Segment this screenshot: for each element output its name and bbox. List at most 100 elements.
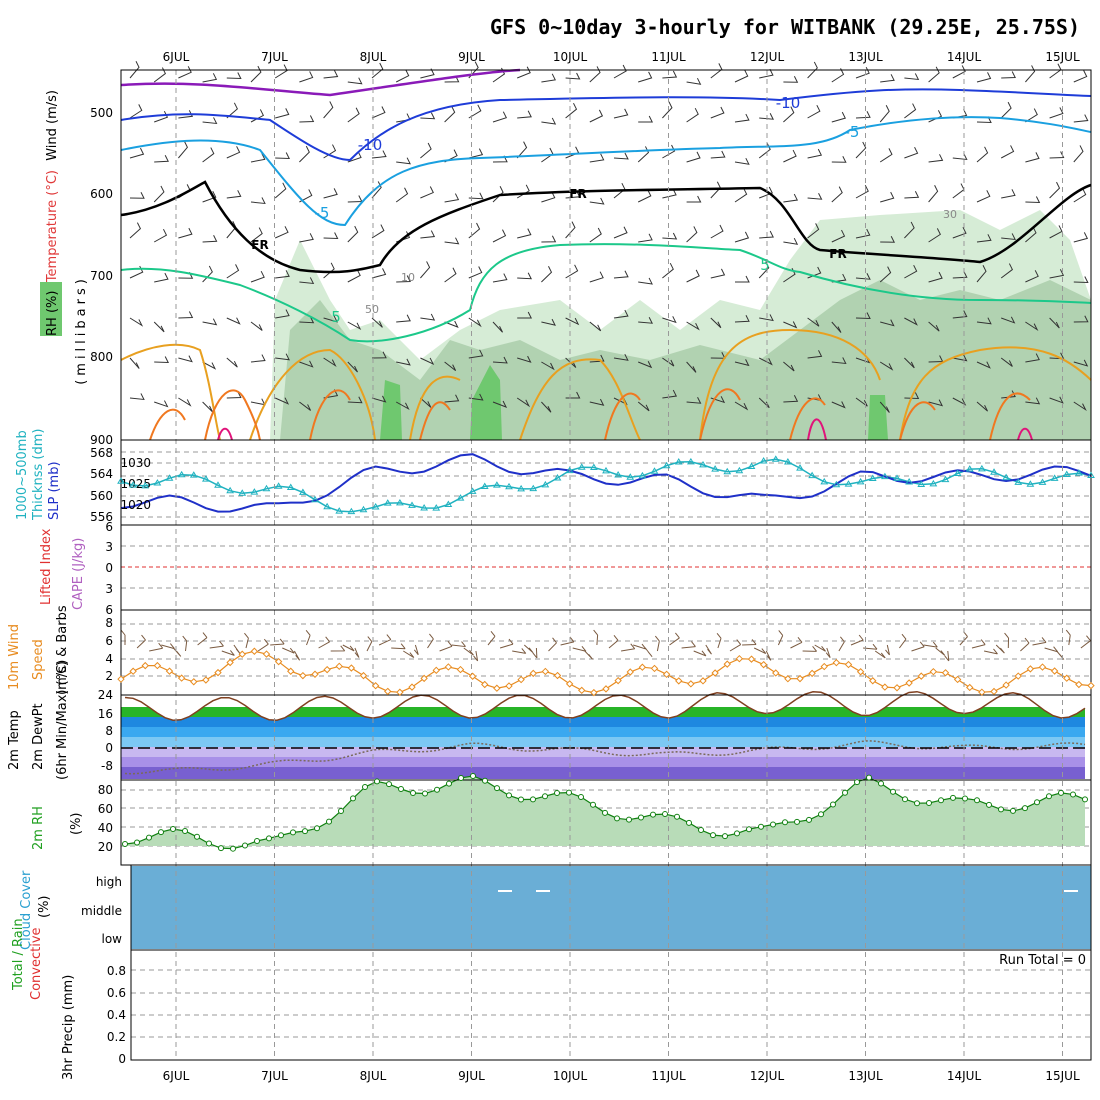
thickness-marker	[759, 457, 768, 464]
upper-wind-barb	[1073, 401, 1087, 412]
rh2m-marker	[422, 790, 428, 797]
thickness-marker	[856, 477, 865, 485]
wind10m-axis-label: Speed	[31, 639, 46, 680]
rh2m-marker	[1058, 789, 1064, 796]
wind-barb	[825, 647, 831, 659]
cloud-cover-fill	[131, 866, 1091, 949]
thickness-marker	[1038, 478, 1047, 485]
precip-tick: 0.6	[107, 986, 126, 1000]
upper-wind-barb	[662, 316, 677, 324]
upper-wind-barb	[444, 237, 460, 245]
rh2m-marker	[374, 778, 380, 785]
date-label: 13JUL	[848, 50, 883, 64]
upper-wind-barb	[928, 228, 941, 243]
upper-wind-barb	[299, 71, 314, 83]
rh-legend-swatch	[40, 282, 62, 336]
li-tick: 0	[105, 561, 113, 575]
rh2m-marker	[590, 801, 596, 808]
thickness-axis-label: Thicknss (dm)	[31, 429, 46, 521]
upper-wind-barb	[759, 186, 773, 199]
rh2m-marker	[854, 779, 860, 786]
wind-barb	[149, 642, 164, 652]
rh2m-marker	[770, 821, 776, 828]
rh2m-marker	[398, 786, 404, 793]
lifted-index-axis-label: Lifted Index	[39, 528, 54, 605]
temp-axis-label: 2m Temp	[7, 710, 22, 770]
upper-wind-barb	[202, 190, 217, 203]
thickness-marker	[699, 460, 707, 468]
wind10m-marker	[893, 684, 901, 692]
rh2m-marker	[710, 832, 716, 839]
upper-wind-barb	[976, 401, 989, 412]
date-label: 8JUL	[360, 1069, 387, 1083]
rh2m-marker	[434, 786, 440, 793]
upper-wind-barb	[444, 361, 457, 372]
upper-wind-barb	[928, 154, 944, 163]
rh2m-marker	[194, 833, 200, 840]
upper-wind-barb	[928, 271, 943, 283]
upper-wind-barb	[710, 150, 726, 159]
rh2m-marker	[350, 795, 356, 802]
wind-barb	[403, 650, 415, 658]
upper-wind-barb	[347, 77, 363, 85]
rh2m-marker	[1010, 807, 1016, 814]
date-label: 10JUL	[553, 1069, 588, 1083]
wind10m-marker	[966, 683, 974, 692]
upper-wind-barb	[178, 397, 192, 407]
wind10m-axis-label: 10m Wind	[7, 624, 22, 690]
wind10m-marker	[723, 660, 731, 668]
day-gridlines	[175, 70, 1063, 1060]
wind10m-marker	[323, 665, 331, 674]
upper-wind-barb	[807, 192, 823, 200]
upper-wind-barb	[783, 106, 795, 123]
upper-wind-barb	[904, 357, 915, 369]
rh2m-marker	[914, 800, 920, 807]
upper-wind-barb	[662, 144, 676, 159]
upper-wind-barb	[274, 182, 287, 199]
wind-barb	[197, 632, 208, 646]
rh2m-marker	[1070, 791, 1076, 798]
wind-barb	[911, 641, 925, 652]
upper-wind-barb	[879, 105, 890, 123]
wind10m-marker	[856, 668, 865, 676]
upper-wind-barb	[589, 227, 602, 243]
thickness-marker	[165, 474, 174, 481]
wind-barb	[548, 637, 557, 652]
upper-wind-barb	[855, 312, 871, 320]
upper-wind-barb	[250, 354, 266, 363]
thickness-tick: 560	[90, 489, 113, 503]
upper-wind-barb	[928, 321, 940, 332]
upper-wind-barb	[904, 73, 920, 81]
thickness-marker	[1062, 470, 1071, 478]
rh2m-marker	[878, 780, 884, 787]
upper-wind-barb	[1025, 270, 1039, 283]
thickness-marker	[1026, 480, 1035, 487]
precip-tick: 0	[118, 1052, 126, 1066]
thickness-marker	[541, 480, 550, 488]
upper-wind-barb	[928, 355, 944, 363]
upper-wind-barb	[395, 187, 409, 203]
upper-wind-barb	[517, 110, 532, 119]
rh2m-marker	[530, 796, 536, 803]
wind10m-marker	[250, 647, 259, 655]
rh2m-marker	[890, 788, 896, 795]
upper-wind-barb	[855, 111, 871, 119]
thickness-marker	[420, 504, 429, 511]
wind10m-marker	[662, 670, 671, 679]
pressure-tick: 900	[90, 433, 113, 447]
wind10m-marker	[917, 672, 925, 680]
upper-wind-barb	[178, 227, 193, 239]
upper-wind-barb	[541, 117, 557, 125]
rh-shade-dark	[380, 365, 888, 440]
thickness-marker	[1050, 474, 1059, 481]
thickness-marker	[880, 472, 889, 480]
upper-wind-barb	[444, 394, 460, 403]
rh2m-marker	[866, 774, 872, 781]
wind10m-marker	[1038, 663, 1047, 671]
upper-wind-barb	[250, 109, 265, 123]
upper-wind-barb	[517, 355, 532, 363]
wind-barb	[693, 650, 707, 657]
thickness-marker	[783, 458, 792, 465]
upper-wind-barb	[371, 224, 385, 239]
